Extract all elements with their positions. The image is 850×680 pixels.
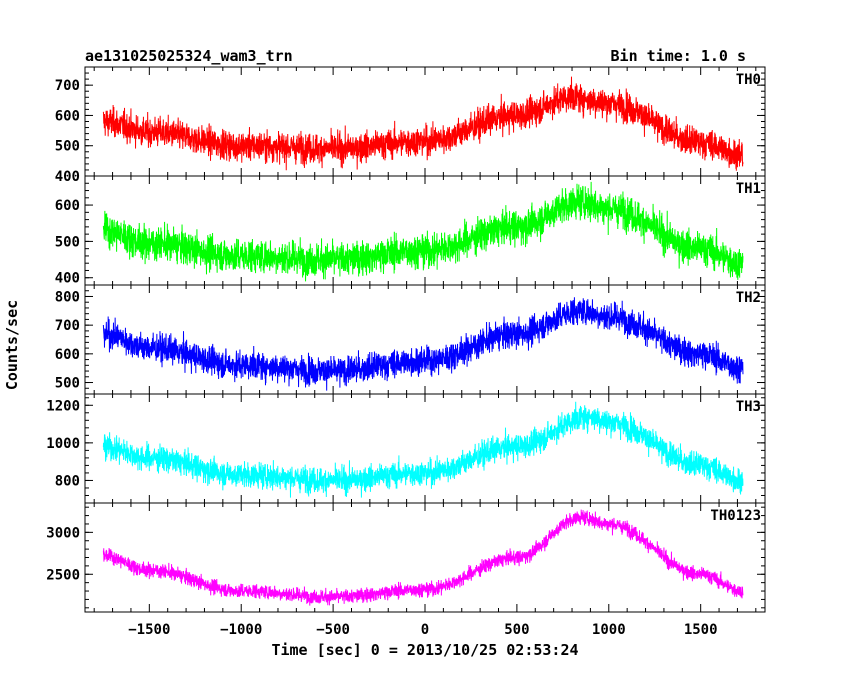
x-tick-label: −1000 [220,622,262,638]
panel-label-th1: TH1 [736,181,761,197]
panel-label-th3: TH3 [736,399,761,415]
y-tick-label: 600 [55,347,80,363]
y-tick-label: 600 [55,108,80,124]
y-tick-label: 500 [55,234,80,250]
panel-th0123: 2500 3000 TH0123 [46,502,766,613]
series-line-th0123 [102,509,744,606]
panel-label-th2: TH2 [736,290,761,306]
y-tick-label: 800 [55,289,80,305]
panel-th3: 800 1000 1200 TH3 [46,393,766,504]
y-tick-label: 3000 [46,525,80,541]
x-axis-label: Time [sec] 0 = 2013/10/25 02:53:24 [271,641,578,659]
x-tick-label: 1000 [592,622,626,638]
chart-title: ae131025025324_wam3_trn [85,47,293,65]
panel-th0: 400 500 600 700 TH0 [55,66,766,185]
bin-time-label: Bin time: 1.0 s [611,47,746,65]
y-tick-label: 2500 [46,567,80,583]
y-tick-label: 1200 [46,398,80,414]
x-tick-label: 500 [504,622,529,638]
y-axis-label: Counts/sec [3,300,21,390]
series-line-th2 [102,297,744,391]
panel-label-th0123: TH0123 [710,508,761,524]
panel-th2: 500 600 700 800 TH2 [55,284,766,395]
x-tick-label: 0 [421,622,429,638]
panel-label-th0: TH0 [736,72,761,88]
panel-th1: 400 500 600 TH1 [55,175,766,287]
y-tick-label: 400 [55,169,80,185]
y-tick-label: 700 [55,78,80,94]
y-tick-label: 600 [55,198,80,214]
panels-group: 400 500 600 700 TH0 400 500 600 TH1 500 600 700 800 T… [46,66,766,638]
y-tick-label: 800 [55,473,80,489]
y-tick-label: 1000 [46,436,80,452]
x-tick-label: −1500 [128,622,170,638]
series-line-th1 [102,181,744,282]
x-tick-label: 1500 [684,622,718,638]
series-line-th0 [102,76,744,171]
y-tick-label: 400 [55,271,80,287]
y-tick-label: 500 [55,376,80,392]
x-tick-label: −500 [316,622,350,638]
series-line-th3 [102,401,744,498]
y-tick-label: 500 [55,139,80,155]
y-tick-label: 700 [55,318,80,334]
